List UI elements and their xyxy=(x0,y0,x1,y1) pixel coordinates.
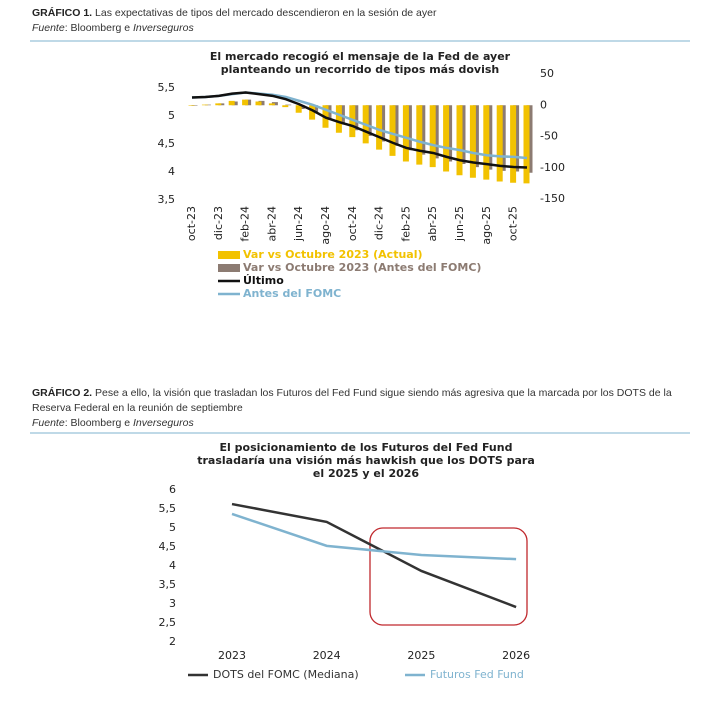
bar xyxy=(389,105,396,156)
bar xyxy=(376,105,383,150)
x-tick-label: oct-23 xyxy=(185,206,198,241)
bar xyxy=(295,105,302,113)
chart-title: el 2025 y el 2026 xyxy=(313,467,420,480)
y-tick-label: 2 xyxy=(169,635,176,648)
y-tick-label: 3,5 xyxy=(159,578,177,591)
y2-tick-label: 50 xyxy=(540,67,554,80)
line xyxy=(231,502,517,609)
x-tick-label: oct-25 xyxy=(507,206,520,241)
y-tick-label: 4 xyxy=(168,165,175,178)
x-tick-label: jun-24 xyxy=(292,206,305,242)
y-tick-label: 5,5 xyxy=(158,81,176,94)
bar xyxy=(510,105,517,183)
bar xyxy=(335,105,342,133)
bar xyxy=(443,105,450,172)
bar xyxy=(523,105,530,184)
chart-title: planteando un recorrido de tipos más dov… xyxy=(221,63,499,76)
y-tick-label: 4,5 xyxy=(159,540,177,553)
figure-caption: GRÁFICO 2. Pese a ello, la visión que tr… xyxy=(32,386,692,416)
bar xyxy=(349,105,356,138)
bar xyxy=(402,105,409,162)
line xyxy=(231,512,517,561)
source-publisher: Inverseguros xyxy=(133,22,194,34)
source-label: Fuente xyxy=(32,417,65,429)
bar xyxy=(416,105,423,165)
y-tick-label: 3 xyxy=(169,597,176,610)
source-label: Fuente xyxy=(32,22,65,34)
caption-text: Pese a ello, la visión que trasladan los… xyxy=(32,387,675,414)
y-tick-label: 5,5 xyxy=(159,502,177,515)
source: Fuente: Bloomberg e Inverseguros xyxy=(32,21,692,36)
chart-title: El posicionamiento de los Futuros del Fe… xyxy=(220,441,513,454)
x-tick-label: oct-24 xyxy=(346,206,359,241)
x-tick-label: jun-25 xyxy=(453,206,466,242)
legend-marker xyxy=(218,251,240,259)
bar xyxy=(483,105,490,180)
bar xyxy=(429,105,436,168)
bar xyxy=(215,103,222,106)
y-tick-label: 6 xyxy=(169,483,176,496)
y2-tick-label: -150 xyxy=(540,192,565,205)
x-tick-label: 2026 xyxy=(502,649,530,662)
bar xyxy=(496,105,503,182)
x-tick-label: abr-24 xyxy=(265,206,278,242)
x-tick-label: 2023 xyxy=(218,649,246,662)
bar xyxy=(228,100,235,106)
y-tick-label: 5 xyxy=(168,109,175,122)
bar xyxy=(255,101,262,106)
y-tick-label: 2,5 xyxy=(159,616,177,629)
source-text: : Bloomberg e xyxy=(64,22,133,34)
x-tick-label: dic-24 xyxy=(373,206,386,240)
source-publisher: Inverseguros xyxy=(133,417,194,429)
chart-title: trasladaría una visión más hawkish que l… xyxy=(197,454,535,467)
legend-label: Futuros Fed Fund xyxy=(430,668,524,681)
x-tick-label: abr-25 xyxy=(426,206,439,242)
x-tick-label: 2025 xyxy=(407,649,435,662)
figure-label: GRÁFICO 2. xyxy=(32,387,93,399)
source: Fuente: Bloomberg e Inverseguros xyxy=(32,416,692,431)
y2-tick-label: -100 xyxy=(540,161,565,174)
bar xyxy=(456,105,463,176)
bar xyxy=(242,99,249,106)
bar xyxy=(188,105,195,106)
legend-label: Antes del FOMC xyxy=(243,287,341,300)
line xyxy=(191,91,528,169)
bar xyxy=(268,103,275,106)
x-tick-label: ago-25 xyxy=(480,206,493,245)
legend-label: Var vs Octubre 2023 (Antes del FOMC) xyxy=(243,261,481,274)
bar xyxy=(285,104,292,106)
bar xyxy=(309,105,316,120)
y-tick-label: 3,5 xyxy=(158,193,176,206)
x-tick-label: dic-23 xyxy=(212,206,225,240)
bar xyxy=(282,105,289,108)
highlight-box xyxy=(369,527,528,626)
source-text: : Bloomberg e xyxy=(64,417,133,429)
legend-label: Último xyxy=(243,274,284,287)
bar xyxy=(201,104,208,106)
x-tick-label: feb-25 xyxy=(399,206,412,242)
x-tick-label: ago-24 xyxy=(319,206,332,245)
legend-label: DOTS del FOMC (Mediana) xyxy=(213,668,359,681)
y-tick-label: 4,5 xyxy=(158,137,176,150)
figure-label: GRÁFICO 1. xyxy=(32,7,93,19)
y-tick-label: 5 xyxy=(169,521,176,534)
y2-tick-label: -50 xyxy=(540,130,558,143)
x-tick-label: feb-24 xyxy=(239,206,252,242)
y-tick-label: 4 xyxy=(169,559,176,572)
legend-label: Var vs Octubre 2023 (Actual) xyxy=(243,248,423,261)
x-tick-label: 2024 xyxy=(313,649,341,662)
chart-title: El mercado recogió el mensaje de la Fed … xyxy=(210,50,511,63)
y2-tick-label: 0 xyxy=(540,98,547,111)
figure-caption: GRÁFICO 1. Las expectativas de tipos del… xyxy=(32,6,692,21)
bar xyxy=(469,105,476,178)
caption-text: Las expectativas de tipos del mercado de… xyxy=(95,7,437,19)
legend-marker xyxy=(218,264,240,272)
